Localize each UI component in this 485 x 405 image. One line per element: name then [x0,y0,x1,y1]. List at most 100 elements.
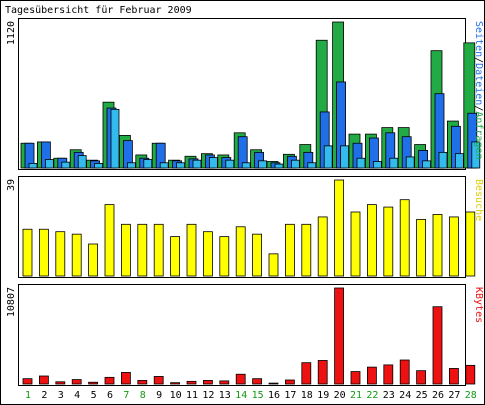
x-tick-label-8: 8 [140,390,146,401]
panel-hits: 1120 Seiten/Dateien/Anfragen [6,18,484,170]
bar-kbytes-day-21 [350,371,361,385]
bar-besuche-day-25 [416,218,427,277]
bar-besuche-day-10 [170,236,181,277]
bar-kbytes-day-3 [55,381,66,385]
x-tick-label-15: 15 [252,390,264,401]
x-tick-label-6: 6 [107,390,113,401]
bar-kbytes-day-11 [186,380,197,385]
bar-kbytes-day-14 [235,373,246,385]
bar-besuche-day-20 [334,179,345,277]
panel-kbytes: 10807 KBytes [6,284,484,386]
bar-besuche-day-11 [186,223,197,277]
bar-seiten-day-19 [323,145,333,169]
x-tick-label-25: 25 [416,390,428,401]
bar-seiten-day-23 [389,157,399,169]
bar-kbytes-day-15 [252,378,263,385]
x-tick-label-9: 9 [156,390,162,401]
legend-label-kbytes: KBytes [473,287,484,323]
bar-seiten-day-21 [356,157,366,169]
bar-besuche-day-7 [121,223,131,277]
bar-kbytes-day-8 [137,380,148,385]
bar-seiten-day-10 [176,162,186,169]
bar-kbytes-day-19 [317,360,328,385]
bar-kbytes-day-17 [284,379,295,385]
bar-seiten-day-14 [241,162,251,169]
bar-kbytes-day-4 [71,379,82,385]
bar-kbytes-day-13 [219,380,230,385]
bar-besuche-day-8 [137,223,148,277]
chart-title: Tagesübersicht für Februar 2009 [5,5,192,16]
bar-seiten-day-9 [159,162,169,169]
bar-seiten-day-12 [208,157,218,169]
bar-besuche-day-23 [383,206,394,277]
legend-label-hits: Seiten/Dateien/Anfragen [473,21,484,160]
bar-kbytes-day-18 [301,362,312,385]
legend-part-hits-0: Seiten [473,21,484,57]
panel-frame-kbytes [18,284,466,386]
bar-kbytes-day-2 [39,375,49,385]
bar-seiten-day-3 [61,161,71,169]
bar-seiten-day-20 [340,145,350,169]
bar-kbytes-day-24 [399,359,410,385]
bar-besuche-day-17 [284,223,295,277]
ymax-label-hits: 1120 [6,21,17,45]
x-tick-label-1: 1 [25,390,31,401]
bar-seiten-day-13 [225,159,235,169]
bar-besuche-day-2 [39,228,49,277]
bar-kbytes-day-12 [202,380,213,385]
bar-kbytes-day-1 [22,378,33,385]
bar-kbytes-day-22 [366,366,377,385]
x-tick-label-22: 22 [366,390,378,401]
bar-besuche-day-6 [104,204,115,277]
bar-besuche-day-4 [71,233,82,277]
legend-part-kbytes-0: KBytes [473,287,484,323]
bar-seiten-day-2 [45,159,54,169]
legend-part-hits-1: / [473,57,484,63]
bar-besuche-day-19 [317,216,328,277]
bar-kbytes-day-7 [121,372,131,385]
bar-kbytes-day-10 [170,382,181,385]
bar-besuche-day-27 [448,216,459,277]
bar-kbytes-day-28 [465,364,476,385]
bar-seiten-day-25 [422,160,432,169]
x-tick-label-3: 3 [58,390,64,401]
bar-besuche-day-28 [465,211,476,277]
x-tick-label-28: 28 [465,390,477,401]
bar-seiten-day-16 [274,163,284,169]
bar-besuche-day-16 [268,253,279,277]
bar-besuche-day-5 [88,243,98,277]
ymax-label-kbytes: 10807 [6,287,17,317]
bar-besuche-day-1 [22,228,33,277]
legend-part-hits-3: / [473,105,484,111]
bar-seiten-day-4 [77,155,87,169]
x-tick-label-19: 19 [317,390,329,401]
bar-seiten-day-18 [307,162,317,169]
x-tick-label-7: 7 [123,390,129,401]
bar-besuche-day-12 [202,231,213,277]
bar-kbytes-day-23 [383,364,394,385]
bar-kbytes-day-27 [448,368,459,385]
x-tick-label-4: 4 [74,390,80,401]
legend-label-visits: Besuche [473,179,484,221]
bar-seiten-day-27 [454,153,464,169]
bar-seiten-day-24 [405,156,415,169]
bar-seiten-day-7 [127,162,136,169]
bar-besuche-day-13 [219,236,230,277]
x-tick-label-18: 18 [301,390,313,401]
x-tick-label-11: 11 [186,390,198,401]
x-tick-label-24: 24 [399,390,411,401]
x-tick-label-13: 13 [219,390,231,401]
bar-kbytes-day-5 [88,381,98,385]
x-tick-label-23: 23 [383,390,395,401]
x-tick-label-2: 2 [41,390,47,401]
bar-kbytes-day-26 [432,306,443,385]
x-tick-label-14: 14 [235,390,247,401]
legend-part-visits-0: Besuche [473,179,484,221]
x-tick-label-10: 10 [170,390,182,401]
bar-besuche-day-14 [235,226,246,277]
bar-besuche-day-3 [55,231,66,277]
x-tick-label-27: 27 [448,390,460,401]
panel-visits: 39 Besuche [6,176,484,278]
x-tick-labels: 1 2 3 4 5 6 7 8 9 10 11 12 13 14 15 16 17 18 19 20 21 22 23 24 2… [25,390,477,401]
